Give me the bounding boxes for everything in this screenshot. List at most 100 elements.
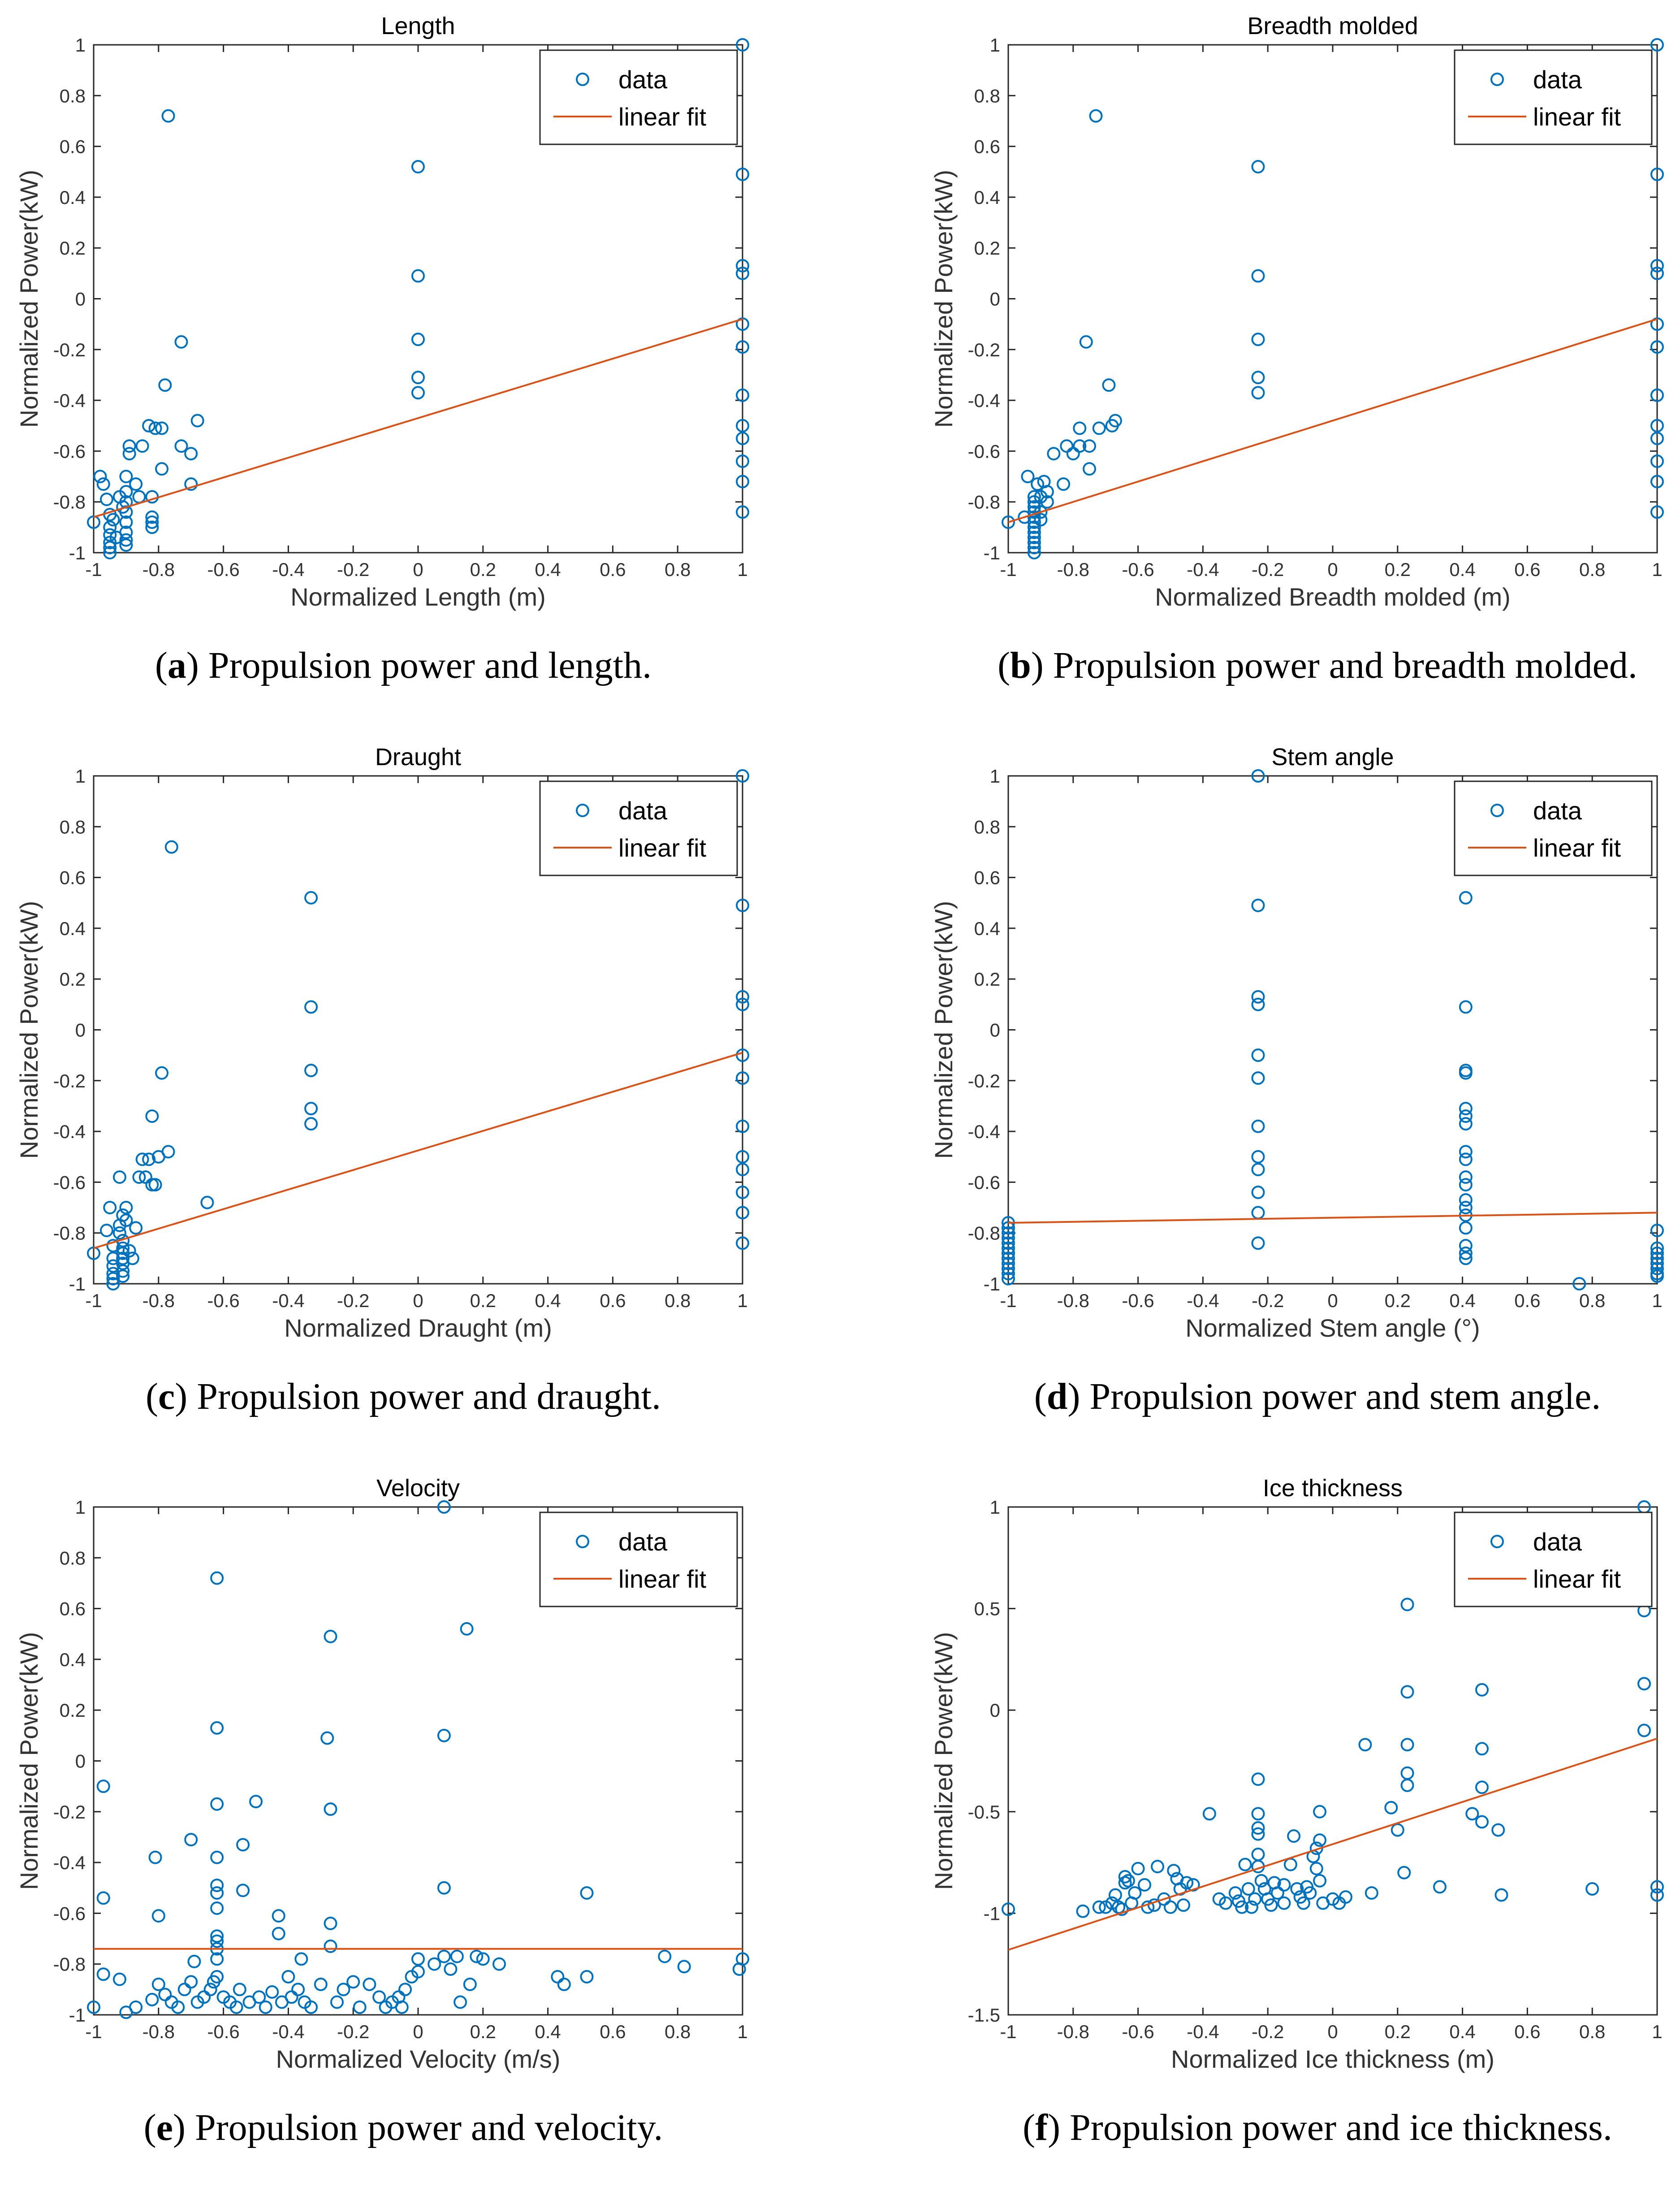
legend-data-label: data: [1533, 65, 1582, 94]
data-point: [148, 421, 162, 435]
data-point: [398, 1983, 412, 1996]
y-tick-label: 0: [990, 1020, 1000, 1041]
data-point: [281, 1970, 295, 1984]
data-series: [1002, 769, 1664, 1290]
data-point: [1277, 1896, 1291, 1910]
y-tick-label: 0.4: [60, 187, 86, 208]
data-point: [1002, 515, 1015, 529]
data-point: [736, 317, 749, 331]
x-tick-label: 0.4: [535, 559, 561, 580]
y-tick-label: 0.5: [974, 1598, 1000, 1619]
data-point: [1164, 1900, 1177, 1914]
data-point: [1650, 167, 1664, 181]
data-point: [210, 1952, 224, 1966]
y-axis-label: Normalized Power(kW): [929, 170, 958, 428]
data-point: [1021, 470, 1035, 484]
data-point: [210, 1850, 224, 1864]
data-point: [580, 1970, 594, 1984]
data-point: [1147, 1898, 1161, 1912]
legend-data-label: data: [1533, 797, 1582, 825]
data-point: [1176, 1898, 1190, 1912]
data-point: [1365, 1886, 1378, 1900]
data-point: [1313, 1833, 1327, 1847]
data-point: [174, 335, 188, 349]
data-point: [736, 432, 749, 446]
panel-a: Length -1 -0.8 -0.6 -0.4 -0.2 0 0.2 0.4 0.6 0.8 1 -1…: [15, 13, 749, 686]
x-tick-label: 0.2: [470, 559, 496, 580]
data-point: [1459, 891, 1473, 905]
y-tick-label: 0.8: [60, 816, 86, 837]
data-point: [210, 1721, 224, 1735]
x-tick-label: 1: [1652, 559, 1662, 580]
data-point: [1027, 536, 1041, 550]
data-point: [736, 1952, 749, 1966]
y-tick-label: 0.2: [60, 969, 86, 990]
data-point: [1650, 1247, 1664, 1260]
data-point: [1459, 1178, 1473, 1192]
data-point: [580, 1886, 594, 1900]
y-tick-label: 0.8: [60, 1547, 86, 1568]
x-tick-label: 1: [737, 1290, 747, 1311]
chart-title: Length: [381, 13, 455, 39]
data-point: [151, 1978, 165, 1992]
data-point: [1572, 1277, 1586, 1290]
y-tick-label: -0.6: [968, 1172, 1000, 1193]
legend-data-label: data: [618, 1528, 668, 1556]
y-tick-label: 0.2: [974, 969, 1000, 990]
data-point: [1650, 505, 1664, 519]
y-tick-label: 0.4: [974, 187, 1000, 208]
x-tick-label: 0: [413, 2021, 423, 2042]
data-point: [411, 1952, 425, 1966]
data-point: [437, 1881, 451, 1895]
data-point: [119, 533, 133, 547]
data-point: [1313, 1805, 1327, 1819]
data-point: [1083, 462, 1096, 476]
y-tick-label: 0.8: [60, 85, 86, 106]
data-point: [1245, 1900, 1258, 1914]
data-point: [736, 259, 749, 273]
data-point: [103, 546, 117, 559]
y-axis-label: Normalized Power(kW): [15, 1632, 43, 1890]
data-point: [1264, 1898, 1278, 1912]
x-tick-label: -0.6: [207, 1290, 239, 1311]
data-point: [112, 1972, 126, 1986]
data-point: [174, 439, 188, 453]
data-point: [99, 493, 113, 507]
data-point: [103, 541, 117, 554]
data-point: [304, 2000, 318, 2014]
data-point: [151, 1909, 165, 1923]
data-point: [1060, 439, 1074, 453]
data-point: [1027, 490, 1041, 504]
data-point: [736, 898, 749, 912]
data-point: [1251, 160, 1265, 173]
x-tick-label: 1: [737, 2021, 747, 2042]
x-tick-label: 0.8: [1579, 559, 1605, 580]
data-point: [252, 1990, 266, 2004]
data-point: [314, 1978, 328, 1992]
data-point: [1238, 1858, 1252, 1871]
y-tick-label: 0.4: [974, 918, 1000, 939]
data-point: [236, 1884, 250, 1897]
x-tick-label: 0: [1327, 2021, 1338, 2042]
data-point: [1650, 266, 1664, 280]
data-point: [411, 1965, 425, 1979]
data-point: [1228, 1886, 1242, 1900]
data-series: [1002, 38, 1664, 559]
data-point: [122, 439, 136, 453]
data-point: [372, 1990, 386, 2004]
y-tick-label: -0.8: [53, 1223, 86, 1244]
data-point: [1251, 769, 1265, 783]
data-point: [265, 1985, 279, 1999]
y-axis-label: Normalized Power(kW): [15, 170, 43, 428]
linear-fit-line: [93, 1052, 743, 1249]
data-point: [1251, 1236, 1265, 1250]
data-point: [1241, 1882, 1255, 1896]
data-point: [736, 455, 749, 468]
data-point: [184, 1975, 198, 1989]
legend-box: [539, 49, 738, 145]
data-point: [1251, 269, 1265, 283]
caption-text: Propulsion power and velocity.: [195, 2107, 663, 2148]
y-tick-label: -1: [69, 1273, 86, 1295]
data-point: [1459, 1239, 1473, 1253]
data-point: [1066, 447, 1080, 461]
